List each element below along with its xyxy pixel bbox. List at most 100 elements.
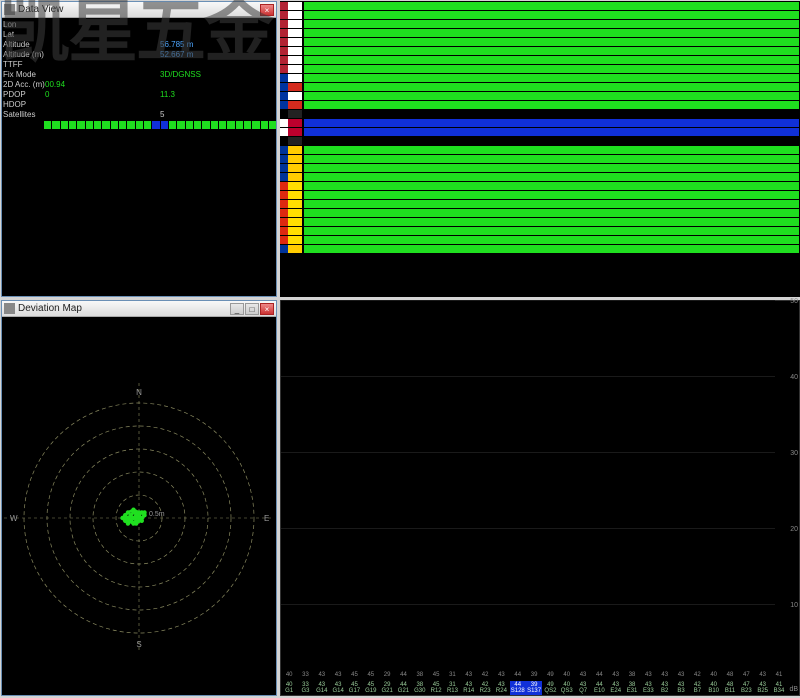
satellite-row <box>304 65 799 73</box>
xaxis-label: 49QS2 <box>542 681 558 695</box>
satellite-row <box>304 56 799 64</box>
signal-chart-area: 4033434345452944384531434243443949404344… <box>281 301 787 681</box>
satellite-row <box>304 101 799 109</box>
satellite-cell <box>44 121 51 129</box>
data-label: Altitude (m) <box>3 50 45 59</box>
svg-text:W: W <box>10 514 18 523</box>
satellite-row <box>304 245 799 253</box>
xaxis-label: 43G14 <box>314 681 330 695</box>
satellite-row <box>304 164 799 172</box>
satellite-cell <box>219 121 226 129</box>
deviation-map-window: Deviation Map _ □ × NSEW0.5m <box>1 300 277 696</box>
satellite-row <box>304 137 799 145</box>
xaxis-label: 43B3 <box>673 681 689 695</box>
xaxis-label: 43G14 <box>330 681 346 695</box>
satellite-row <box>304 209 799 217</box>
data-view-titlebar[interactable]: Data View × <box>2 2 276 18</box>
country-flag <box>280 20 302 28</box>
country-flag <box>280 173 302 181</box>
deviation-map-content: NSEW0.5m <box>2 317 276 695</box>
data-label: HDOP <box>3 100 45 109</box>
satellite-row <box>304 74 799 82</box>
xaxis-label: 47B23 <box>738 681 754 695</box>
country-flag <box>280 38 302 46</box>
satellite-cell <box>227 121 234 129</box>
data-label: Altitude <box>3 40 45 49</box>
data-row: PDOP011.3 <box>3 89 275 99</box>
satellite-cell <box>161 121 168 129</box>
data-row: Satellites5 <box>3 109 275 119</box>
xaxis-label: 39S137 <box>526 681 542 695</box>
country-flag <box>280 101 302 109</box>
satellite-cell <box>119 121 126 129</box>
satellite-cell <box>152 121 159 129</box>
data-label: TTFF <box>3 60 45 69</box>
flag-column <box>280 2 302 254</box>
satellite-cell <box>186 121 193 129</box>
satellite-row <box>304 119 799 127</box>
close-button[interactable]: × <box>260 303 274 315</box>
close-button[interactable]: × <box>260 4 274 16</box>
country-flag <box>280 74 302 82</box>
xaxis-label: 43B25 <box>755 681 771 695</box>
satellite-cell <box>211 121 218 129</box>
country-flag <box>280 65 302 73</box>
satellite-row <box>304 191 799 199</box>
country-flag <box>280 110 302 118</box>
country-flag <box>280 236 302 244</box>
satellite-cell <box>86 121 93 129</box>
satellite-row <box>304 182 799 190</box>
data-label: Lon <box>3 20 45 29</box>
minimize-button[interactable]: _ <box>230 303 244 315</box>
signal-xaxis: 40G133G343G1443G1445G1745G1929G2144G2138… <box>281 681 787 695</box>
country-flag <box>280 191 302 199</box>
satellite-cell <box>177 121 184 129</box>
country-flag <box>280 29 302 37</box>
data-row: Altitude56.785 m <box>3 39 275 49</box>
data-label: 2D Acc. (m) <box>3 80 45 89</box>
svg-text:N: N <box>136 388 142 397</box>
country-flag <box>280 155 302 163</box>
satellite-cell <box>111 121 118 129</box>
satellite-cell <box>252 121 259 129</box>
satellite-row <box>304 200 799 208</box>
xaxis-label: 43R14 <box>461 681 477 695</box>
country-flag <box>280 11 302 19</box>
satellite-cell <box>127 121 134 129</box>
country-flag <box>280 164 302 172</box>
satellite-cell <box>136 121 143 129</box>
deviation-map-titlebar[interactable]: Deviation Map _ □ × <box>2 301 276 317</box>
xaxis-label: 45R12 <box>428 681 444 695</box>
xaxis-label: 44G21 <box>395 681 411 695</box>
country-flag <box>280 146 302 154</box>
satellite-row <box>304 92 799 100</box>
data-view-content: LonLatAltitude56.785 mAltitude (m)52.667… <box>2 18 276 296</box>
country-flag <box>280 119 302 127</box>
data-view-title: Data View <box>18 4 259 15</box>
xaxis-label: 33G3 <box>297 681 313 695</box>
satellite-cell <box>94 121 101 129</box>
xaxis-label: 43Q7 <box>575 681 591 695</box>
xaxis-label: 41B34 <box>771 681 787 695</box>
data-view-window: Data View × LonLatAltitude56.785 mAltitu… <box>1 1 277 297</box>
svg-text:S: S <box>136 640 141 649</box>
satellite-cell <box>169 121 176 129</box>
svg-text:E: E <box>264 514 269 523</box>
xaxis-label: 44S128 <box>510 681 526 695</box>
data-label: Fix Mode <box>3 70 45 79</box>
satellite-cell <box>244 121 251 129</box>
maximize-button[interactable]: □ <box>245 303 259 315</box>
xaxis-label: 38G30 <box>412 681 428 695</box>
country-flag <box>280 2 302 10</box>
satellite-row <box>304 110 799 118</box>
xaxis-label: 38E31 <box>624 681 640 695</box>
country-flag <box>280 209 302 217</box>
data-row: HDOP <box>3 99 275 109</box>
xaxis-label: 42R23 <box>477 681 493 695</box>
satellite-cell <box>102 121 109 129</box>
country-flag <box>280 92 302 100</box>
country-flag <box>280 47 302 55</box>
xaxis-label: 40B10 <box>706 681 722 695</box>
country-flag <box>280 227 302 235</box>
satellite-row <box>304 155 799 163</box>
